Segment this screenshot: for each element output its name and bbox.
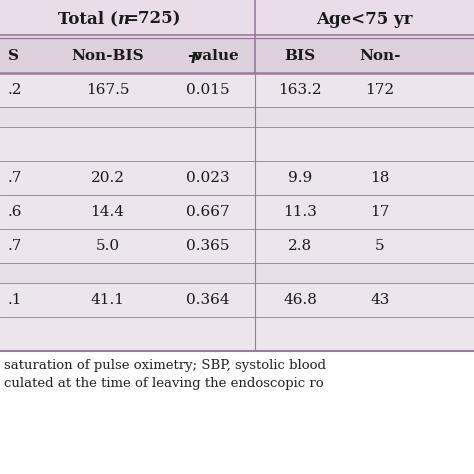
Text: BIS: BIS xyxy=(284,48,316,63)
Text: S: S xyxy=(8,48,19,63)
Text: saturation of pulse oximetry; SBP, systolic blood: saturation of pulse oximetry; SBP, systo… xyxy=(4,358,326,372)
Bar xyxy=(0,38,474,73)
Bar xyxy=(0,161,474,195)
Text: 5: 5 xyxy=(375,239,385,253)
Text: 0.364: 0.364 xyxy=(186,293,229,307)
Bar xyxy=(0,107,474,127)
Text: n: n xyxy=(118,10,129,27)
Text: 9.9: 9.9 xyxy=(288,171,312,185)
Bar xyxy=(0,317,474,351)
Bar xyxy=(0,263,474,283)
Text: .2: .2 xyxy=(8,83,22,97)
Text: =725): =725) xyxy=(125,10,181,27)
Text: -value: -value xyxy=(188,48,239,63)
Text: 167.5: 167.5 xyxy=(86,83,129,97)
Text: .7: .7 xyxy=(8,239,22,253)
Text: 0.023: 0.023 xyxy=(186,171,229,185)
Text: 18: 18 xyxy=(370,171,390,185)
Bar xyxy=(0,73,474,107)
Text: .1: .1 xyxy=(8,293,22,307)
Text: 11.3: 11.3 xyxy=(283,205,317,219)
Text: Total (: Total ( xyxy=(58,10,118,27)
Text: 0.015: 0.015 xyxy=(186,83,229,97)
Text: 20.2: 20.2 xyxy=(91,171,125,185)
Text: Non-BIS: Non-BIS xyxy=(71,48,144,63)
Text: 14.4: 14.4 xyxy=(91,205,125,219)
Text: 163.2: 163.2 xyxy=(278,83,322,97)
Text: .6: .6 xyxy=(8,205,22,219)
Text: 172: 172 xyxy=(365,83,394,97)
Text: Age<75 yr: Age<75 yr xyxy=(316,10,413,27)
Text: 41.1: 41.1 xyxy=(91,293,125,307)
Text: 2.8: 2.8 xyxy=(288,239,312,253)
Text: 0.667: 0.667 xyxy=(186,205,229,219)
Text: culated at the time of leaving the endoscopic ro: culated at the time of leaving the endos… xyxy=(4,376,324,390)
Text: 17: 17 xyxy=(370,205,390,219)
Bar xyxy=(0,127,474,161)
Text: 46.8: 46.8 xyxy=(283,293,317,307)
Text: 0.365: 0.365 xyxy=(186,239,229,253)
Bar xyxy=(0,283,474,317)
Text: p: p xyxy=(190,48,201,63)
Bar xyxy=(0,195,474,229)
Bar xyxy=(0,0,474,38)
Bar xyxy=(0,351,474,474)
Text: 5.0: 5.0 xyxy=(95,239,119,253)
Text: .7: .7 xyxy=(8,171,22,185)
Text: Non-: Non- xyxy=(359,48,401,63)
Bar xyxy=(0,229,474,263)
Text: 43: 43 xyxy=(370,293,390,307)
